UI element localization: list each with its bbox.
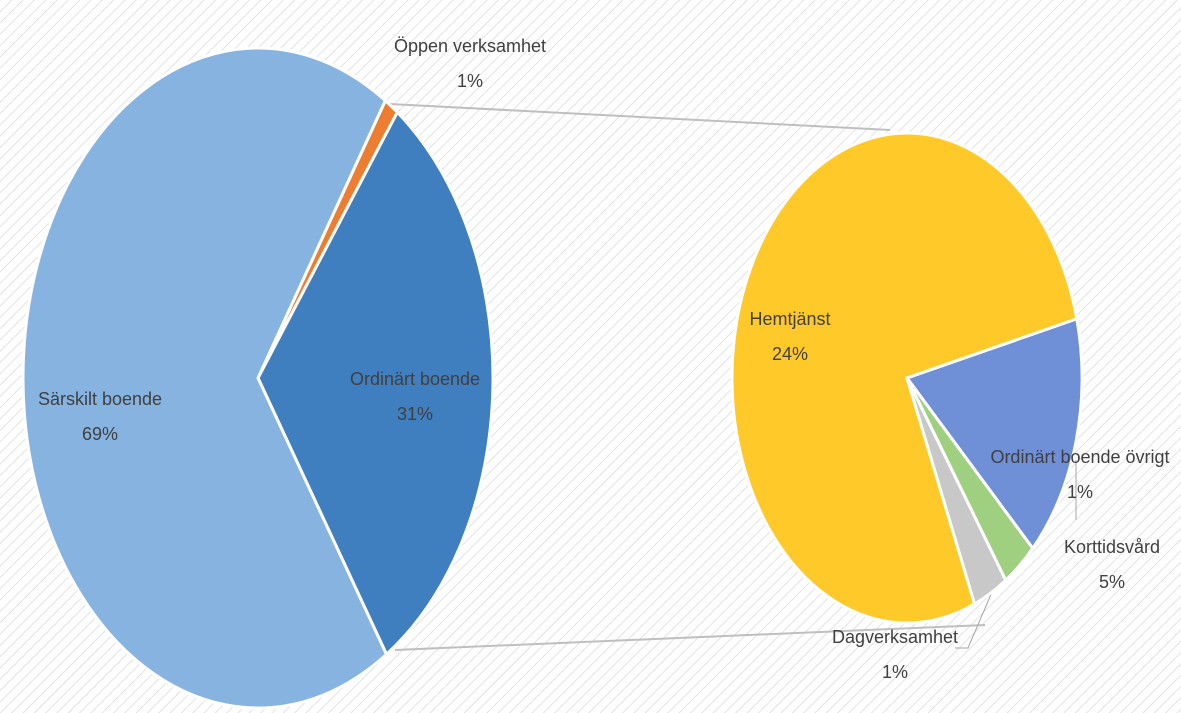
slice-value-label: 1% (882, 662, 908, 682)
pie-slice (256, 109, 495, 657)
pie-slice (730, 131, 1079, 625)
leader-line (955, 591, 993, 649)
slice-label: Öppen verksamhet (394, 36, 546, 56)
slice-label: Ordinärt boende (350, 369, 480, 389)
pie-slice (904, 316, 1084, 551)
slice-label: Dagverksamhet (832, 627, 958, 647)
slice-value-label: 1% (1067, 482, 1093, 502)
slice-label: Hemtjänst (749, 309, 830, 329)
slice-value-label: 31% (397, 404, 433, 424)
connector (394, 624, 986, 651)
slice-value-label: 5% (1099, 572, 1125, 592)
slice-value-label: 69% (82, 424, 118, 444)
connector (389, 103, 891, 131)
slice-label: Ordinärt boende övrigt (990, 447, 1169, 467)
pie-slice (21, 46, 389, 710)
slice-value-label: 1% (457, 71, 483, 91)
slice-label: Korttidsvård (1064, 537, 1160, 557)
slice-label: Särskilt boende (38, 389, 162, 409)
slice-value-label: 24% (772, 344, 808, 364)
